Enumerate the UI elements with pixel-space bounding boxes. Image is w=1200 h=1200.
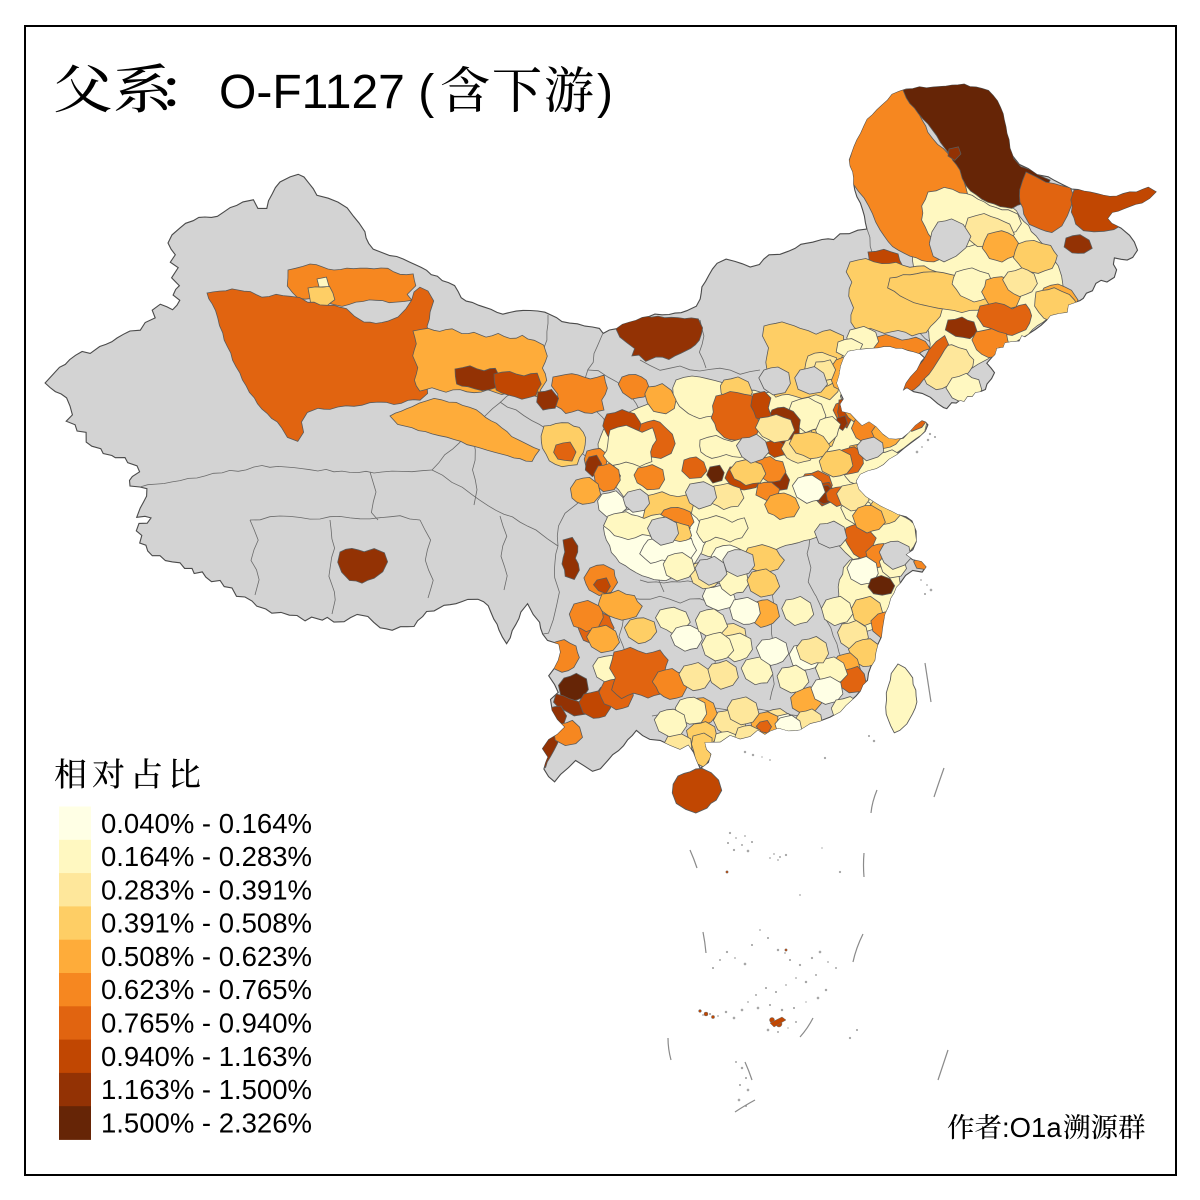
svg-text:0.164% - 0.283%: 0.164% - 0.283% xyxy=(101,841,312,872)
svg-text:): ) xyxy=(597,66,613,119)
svg-text:0.040% - 0.164%: 0.040% - 0.164% xyxy=(101,808,312,839)
svg-text:O-F1127 (: O-F1127 ( xyxy=(219,66,434,119)
svg-text:0.391% - 0.508%: 0.391% - 0.508% xyxy=(101,908,312,939)
svg-text:1.163% - 1.500%: 1.163% - 1.500% xyxy=(101,1074,312,1105)
svg-text:0.623% - 0.765%: 0.623% - 0.765% xyxy=(101,974,312,1005)
svg-text:1.500% - 2.326%: 1.500% - 2.326% xyxy=(101,1108,312,1139)
svg-text:0.283% - 0.391%: 0.283% - 0.391% xyxy=(101,874,312,905)
svg-text:0.940% - 1.163%: 0.940% - 1.163% xyxy=(101,1041,312,1072)
svg-text::O1a: :O1a xyxy=(1002,1112,1062,1143)
svg-text:0.765% - 0.940%: 0.765% - 0.940% xyxy=(101,1008,312,1039)
svg-text:0.508% - 0.623%: 0.508% - 0.623% xyxy=(101,941,312,972)
